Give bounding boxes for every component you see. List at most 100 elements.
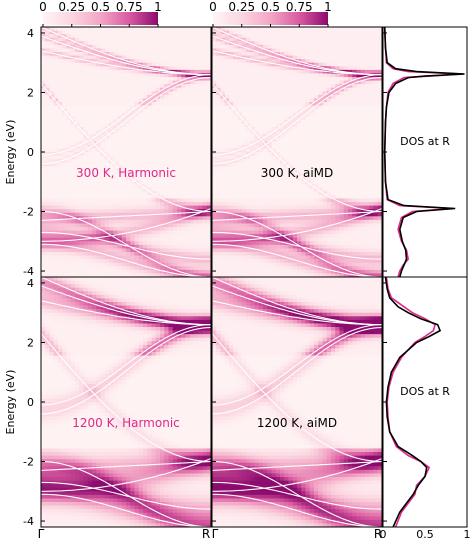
heatmap-cell <box>271 84 277 89</box>
heatmap-cell <box>267 91 272 96</box>
heatmap-cell <box>335 80 340 85</box>
heatmap-cell <box>70 109 76 114</box>
heatmap-cell <box>41 273 46 278</box>
heatmap-cell <box>292 59 298 64</box>
heatmap-cell <box>202 134 208 139</box>
heatmap-cell <box>66 102 72 106</box>
heatmap-cell <box>96 127 101 131</box>
heatmap-cell <box>318 105 323 110</box>
heatmap-cell <box>267 244 272 249</box>
heatmap-cell <box>250 109 255 114</box>
heatmap-cell <box>194 219 199 224</box>
heatmap-cell <box>246 80 251 85</box>
heatmap-cell <box>301 52 306 56</box>
heatmap-cell <box>263 105 268 110</box>
heatmap-cell <box>212 127 217 131</box>
heatmap-cell <box>301 30 306 35</box>
heatmap-cell <box>143 237 148 242</box>
heatmap-cell <box>143 155 148 160</box>
heatmap-cell <box>189 152 195 156</box>
heatmap-cell <box>177 177 182 181</box>
heatmap-cell <box>237 184 243 189</box>
heatmap-cell <box>126 102 131 106</box>
heatmap-cell <box>100 66 106 71</box>
heatmap-cell <box>100 269 106 274</box>
heatmap-cell <box>62 105 67 110</box>
heatmap-cell <box>194 262 199 267</box>
heatmap-cell <box>237 73 243 78</box>
heatmap-cell <box>216 216 221 221</box>
heatmap-cell <box>326 269 332 274</box>
heatmap-cell <box>237 227 243 231</box>
heatmap-cell <box>284 80 289 85</box>
heatmap-cell <box>237 98 243 103</box>
heatmap-cell <box>305 41 311 46</box>
heatmap-cell <box>284 84 289 89</box>
heatmap-cell <box>49 241 55 246</box>
heatmap-cell <box>275 223 281 228</box>
heatmap-cell <box>41 248 46 253</box>
heatmap-cell <box>45 177 50 181</box>
heatmap-cell <box>113 184 118 189</box>
heatmap-cell <box>168 134 174 139</box>
heatmap-cell <box>220 27 226 31</box>
heatmap-cell <box>185 252 191 256</box>
heatmap-cell <box>241 227 247 231</box>
heatmap-cell <box>284 191 289 196</box>
heatmap-cell <box>267 52 272 56</box>
heatmap-cell <box>326 209 332 214</box>
heatmap-cell <box>229 80 234 85</box>
heatmap-cell <box>134 112 140 117</box>
heatmap-cell <box>263 159 268 164</box>
heatmap-cell <box>143 162 148 167</box>
heatmap-cell <box>168 169 174 174</box>
heatmap-cell <box>280 223 285 228</box>
heatmap-cell <box>66 134 72 139</box>
heatmap-cell <box>284 177 289 181</box>
heatmap-cell <box>335 98 340 103</box>
heatmap-cell <box>254 27 260 31</box>
heatmap-cell <box>100 205 106 210</box>
heatmap-cell <box>216 212 221 217</box>
heatmap-cell <box>301 119 306 124</box>
heatmap-cell <box>138 173 144 178</box>
heatmap-cell <box>224 259 230 264</box>
heatmap-cell <box>121 102 127 106</box>
heatmap-cell <box>45 262 50 267</box>
heatmap-cell <box>280 177 285 181</box>
heatmap-cell <box>83 152 89 156</box>
heatmap-cell <box>96 94 101 99</box>
heatmap-cell <box>172 205 178 210</box>
heatmap-cell <box>284 262 289 267</box>
heatmap-cell <box>331 169 336 174</box>
heatmap-cell <box>62 180 67 185</box>
heatmap-cell <box>45 209 50 214</box>
heatmap-cell <box>79 44 84 49</box>
heatmap-cell <box>45 102 50 106</box>
heatmap-cell <box>75 255 80 260</box>
heatmap-cell <box>271 159 277 164</box>
heatmap-cell <box>113 123 118 128</box>
heatmap-cell <box>314 223 319 228</box>
heatmap-cell <box>263 30 268 35</box>
heatmap-cell <box>66 55 72 60</box>
heatmap-cell <box>206 266 212 271</box>
heatmap-cell <box>314 166 319 171</box>
heatmap-cell <box>113 48 118 53</box>
colorbar-tick-label: 1 <box>324 0 332 14</box>
heatmap-cell <box>292 66 298 71</box>
heatmap-cell <box>318 244 323 249</box>
heatmap-cell <box>100 44 106 49</box>
heatmap-cell <box>258 94 264 99</box>
heatmap-cell <box>147 48 152 53</box>
heatmap-cell <box>335 141 340 146</box>
heatmap-cell <box>126 166 131 171</box>
heatmap-cell <box>275 219 281 224</box>
heatmap-cell <box>194 66 199 71</box>
heatmap-cell <box>271 255 277 260</box>
heatmap-cell <box>318 173 323 178</box>
heatmap-cell <box>109 227 114 231</box>
heatmap-cell <box>233 262 238 267</box>
heatmap-cell <box>75 30 80 35</box>
heatmap-cell <box>87 262 93 267</box>
